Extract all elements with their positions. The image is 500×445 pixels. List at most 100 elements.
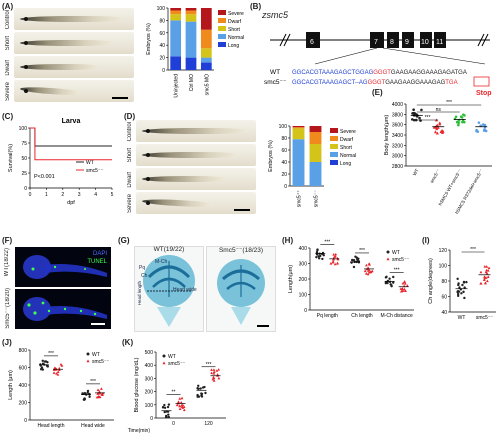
data-point (435, 127, 439, 131)
embryo-stain (23, 255, 107, 279)
data-point-mut (483, 275, 486, 278)
panel-d: (D) Control Short Dwarf Severe 0 20 40 60 80… (124, 110, 370, 220)
y-tick-label: 75 (21, 141, 27, 147)
legend-label: smc5⁻⁻ (86, 168, 104, 174)
chart-d: 0 20 40 60 80 100 Embryos (%) smc5⁺⁺ smc5⁻⁻ Sever… (268, 124, 356, 208)
data-point (463, 120, 466, 124)
data-point-wt (386, 279, 390, 283)
y-tick-label: 100 (157, 6, 166, 12)
tunel-label: TUNEL (87, 259, 107, 265)
fish-body (141, 198, 213, 208)
mut-label: smc5⁻⁻ (264, 79, 287, 86)
data-point-wt (41, 368, 45, 371)
survival-line-mut (30, 127, 112, 161)
bar-segment-normal (170, 20, 182, 57)
x-axis-label: Time(min) (128, 428, 151, 434)
fish-eye (24, 89, 28, 93)
fish-body (142, 128, 248, 134)
label-dwarf: Dwarf (127, 172, 133, 188)
data-point-mut (367, 268, 371, 272)
exon-label: 7 (374, 39, 378, 46)
stop-label: Stop (476, 90, 492, 97)
y-tick-label: 2800 (392, 164, 403, 170)
x-tick-label: smc5⁺⁺ (297, 190, 303, 208)
y-tick-label: 0 (162, 68, 165, 74)
y-tick-label: 100 (19, 126, 28, 132)
data-point-mut (334, 252, 338, 256)
label-wt: WT(18/22) (4, 248, 10, 277)
data-point (419, 119, 422, 122)
data-point-mut (212, 379, 216, 382)
data-point-mut (366, 266, 370, 269)
data-point-mut (401, 289, 405, 293)
legend-label: Dwarf (340, 137, 354, 143)
fish-image-dwarf (136, 168, 256, 190)
data-point-mut (403, 280, 406, 283)
y-tick-label: 60 (281, 148, 287, 154)
data-point-mut (217, 376, 221, 380)
data-point-mut (210, 368, 213, 371)
stain-image-wt: DAPI TUNEL (14, 246, 112, 288)
y-tick-label: 300 (299, 262, 308, 268)
panel-label-j: (J) (2, 338, 12, 347)
data-point-wt (196, 395, 199, 398)
data-point-wt (163, 410, 166, 414)
y-tick-label: 400 (145, 363, 154, 369)
data-point-mut (57, 366, 61, 370)
legend-marker (86, 352, 90, 356)
y-axis-label: Ch angle(degrees) (428, 258, 434, 304)
data-point-mut (483, 265, 487, 268)
y-tick-label: 0 (284, 184, 287, 190)
fish-eye (146, 129, 150, 133)
y-tick-label: 80 (441, 279, 447, 285)
data-point (457, 121, 460, 125)
chart-j: 0 200 400 600 800 Length (μm) *** Head length **… (8, 348, 114, 429)
legend-marker (162, 354, 166, 358)
significance-label: *** (470, 247, 476, 253)
data-point-wt (457, 283, 460, 287)
data-point-mut (215, 369, 219, 372)
label-mut: Smc5⁻⁻(18/20) (5, 288, 11, 329)
data-point-wt (463, 286, 466, 289)
data-point-wt (83, 397, 87, 401)
data-point (461, 120, 464, 124)
y-tick-label: 300 (145, 376, 154, 382)
y-axis-label: Body length(μm) (384, 115, 390, 156)
significance-label: *** (446, 100, 452, 106)
data-point-mut (487, 266, 491, 270)
y-tick-label: 60 (441, 295, 447, 301)
data-point-wt (392, 281, 395, 284)
data-point-wt (386, 281, 389, 285)
y-tick-label: 80 (159, 18, 165, 24)
data-point-wt (163, 406, 167, 409)
data-point-mut (479, 270, 483, 274)
data-point-mut (212, 370, 216, 373)
data-point-wt (46, 365, 50, 368)
data-point-mut (486, 275, 490, 278)
stop-codon-box (473, 76, 490, 87)
y-tick-label: 200 (19, 401, 28, 407)
bar-segment-short (185, 14, 197, 22)
panel-label-d: (D) (124, 112, 136, 121)
data-point-mut (175, 403, 179, 407)
y-tick-label: 3800 (392, 112, 403, 118)
data-point-mut (210, 371, 214, 375)
data-point-wt (39, 363, 42, 366)
data-point-wt (167, 415, 170, 419)
fish-image-short (14, 32, 134, 54)
data-point (420, 108, 423, 112)
y-tick-label: 0 (24, 186, 27, 192)
bar-segment-long (200, 62, 212, 70)
x-tick-label: 0 (29, 192, 32, 198)
pq-label: Pq (139, 265, 146, 271)
y-tick-label: 40 (159, 43, 165, 49)
bar-segment-dwarf (200, 29, 212, 49)
exon-label: 6 (310, 39, 314, 46)
significance-label: *** (206, 362, 212, 368)
y-tick-label: 0 (150, 416, 153, 422)
data-point (433, 130, 437, 134)
data-point-wt (41, 362, 45, 365)
exon-label: 11 (436, 39, 443, 46)
exon-11 (434, 32, 446, 48)
mut-sequence: GGCACGTAAAGAGCT--AGGGGTGAAGAAGGAAAGAGTGA (292, 80, 458, 86)
